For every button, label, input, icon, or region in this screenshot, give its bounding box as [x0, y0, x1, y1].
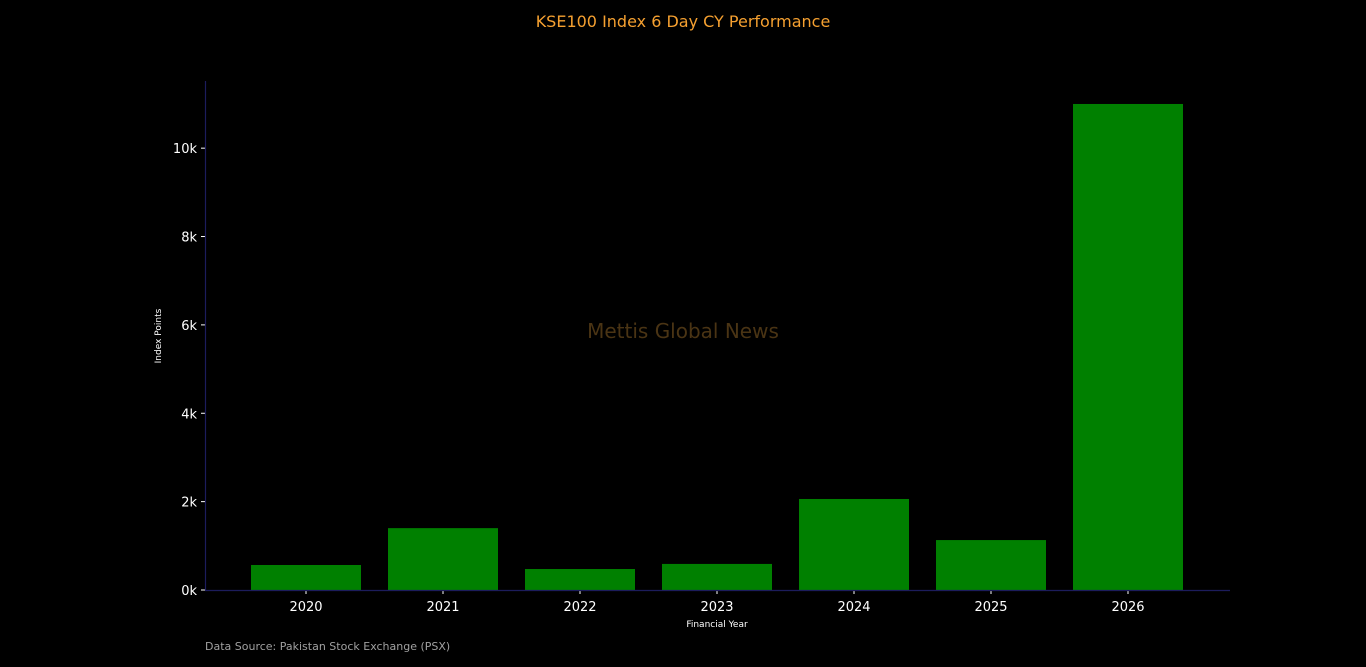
y-tick-label: 4k [181, 407, 197, 422]
watermark: Mettis Global News [587, 319, 779, 343]
y-tick-label: 2k [181, 496, 197, 511]
bar-2024 [799, 498, 909, 590]
data-source-note: Data Source: Pakistan Stock Exchange (PS… [205, 640, 450, 653]
y-tick-label: 6k [181, 319, 197, 334]
x-tick-label: 2024 [837, 600, 870, 615]
bar-2022 [525, 569, 635, 590]
x-tick-label: 2026 [1111, 600, 1144, 615]
bar-2026 [1073, 103, 1183, 590]
y-tick-label: 0k [181, 584, 197, 599]
x-tick-label: 2022 [563, 600, 596, 615]
bar-2023 [662, 563, 772, 590]
bar-2020 [251, 564, 361, 590]
y-tick-label: 8k [181, 231, 197, 246]
chart-title: KSE100 Index 6 Day CY Performance [536, 12, 831, 31]
x-tick-label: 2025 [974, 600, 1007, 615]
x-axis-label: Financial Year [686, 620, 748, 630]
bar-2025 [936, 540, 1046, 590]
bar-2021 [388, 528, 498, 590]
y-axis-label: Index Points [154, 308, 164, 363]
x-tick-label: 2020 [289, 600, 322, 615]
x-tick-label: 2023 [700, 600, 733, 615]
y-tick-label: 10k [173, 142, 198, 157]
x-tick-label: 2021 [426, 600, 459, 615]
